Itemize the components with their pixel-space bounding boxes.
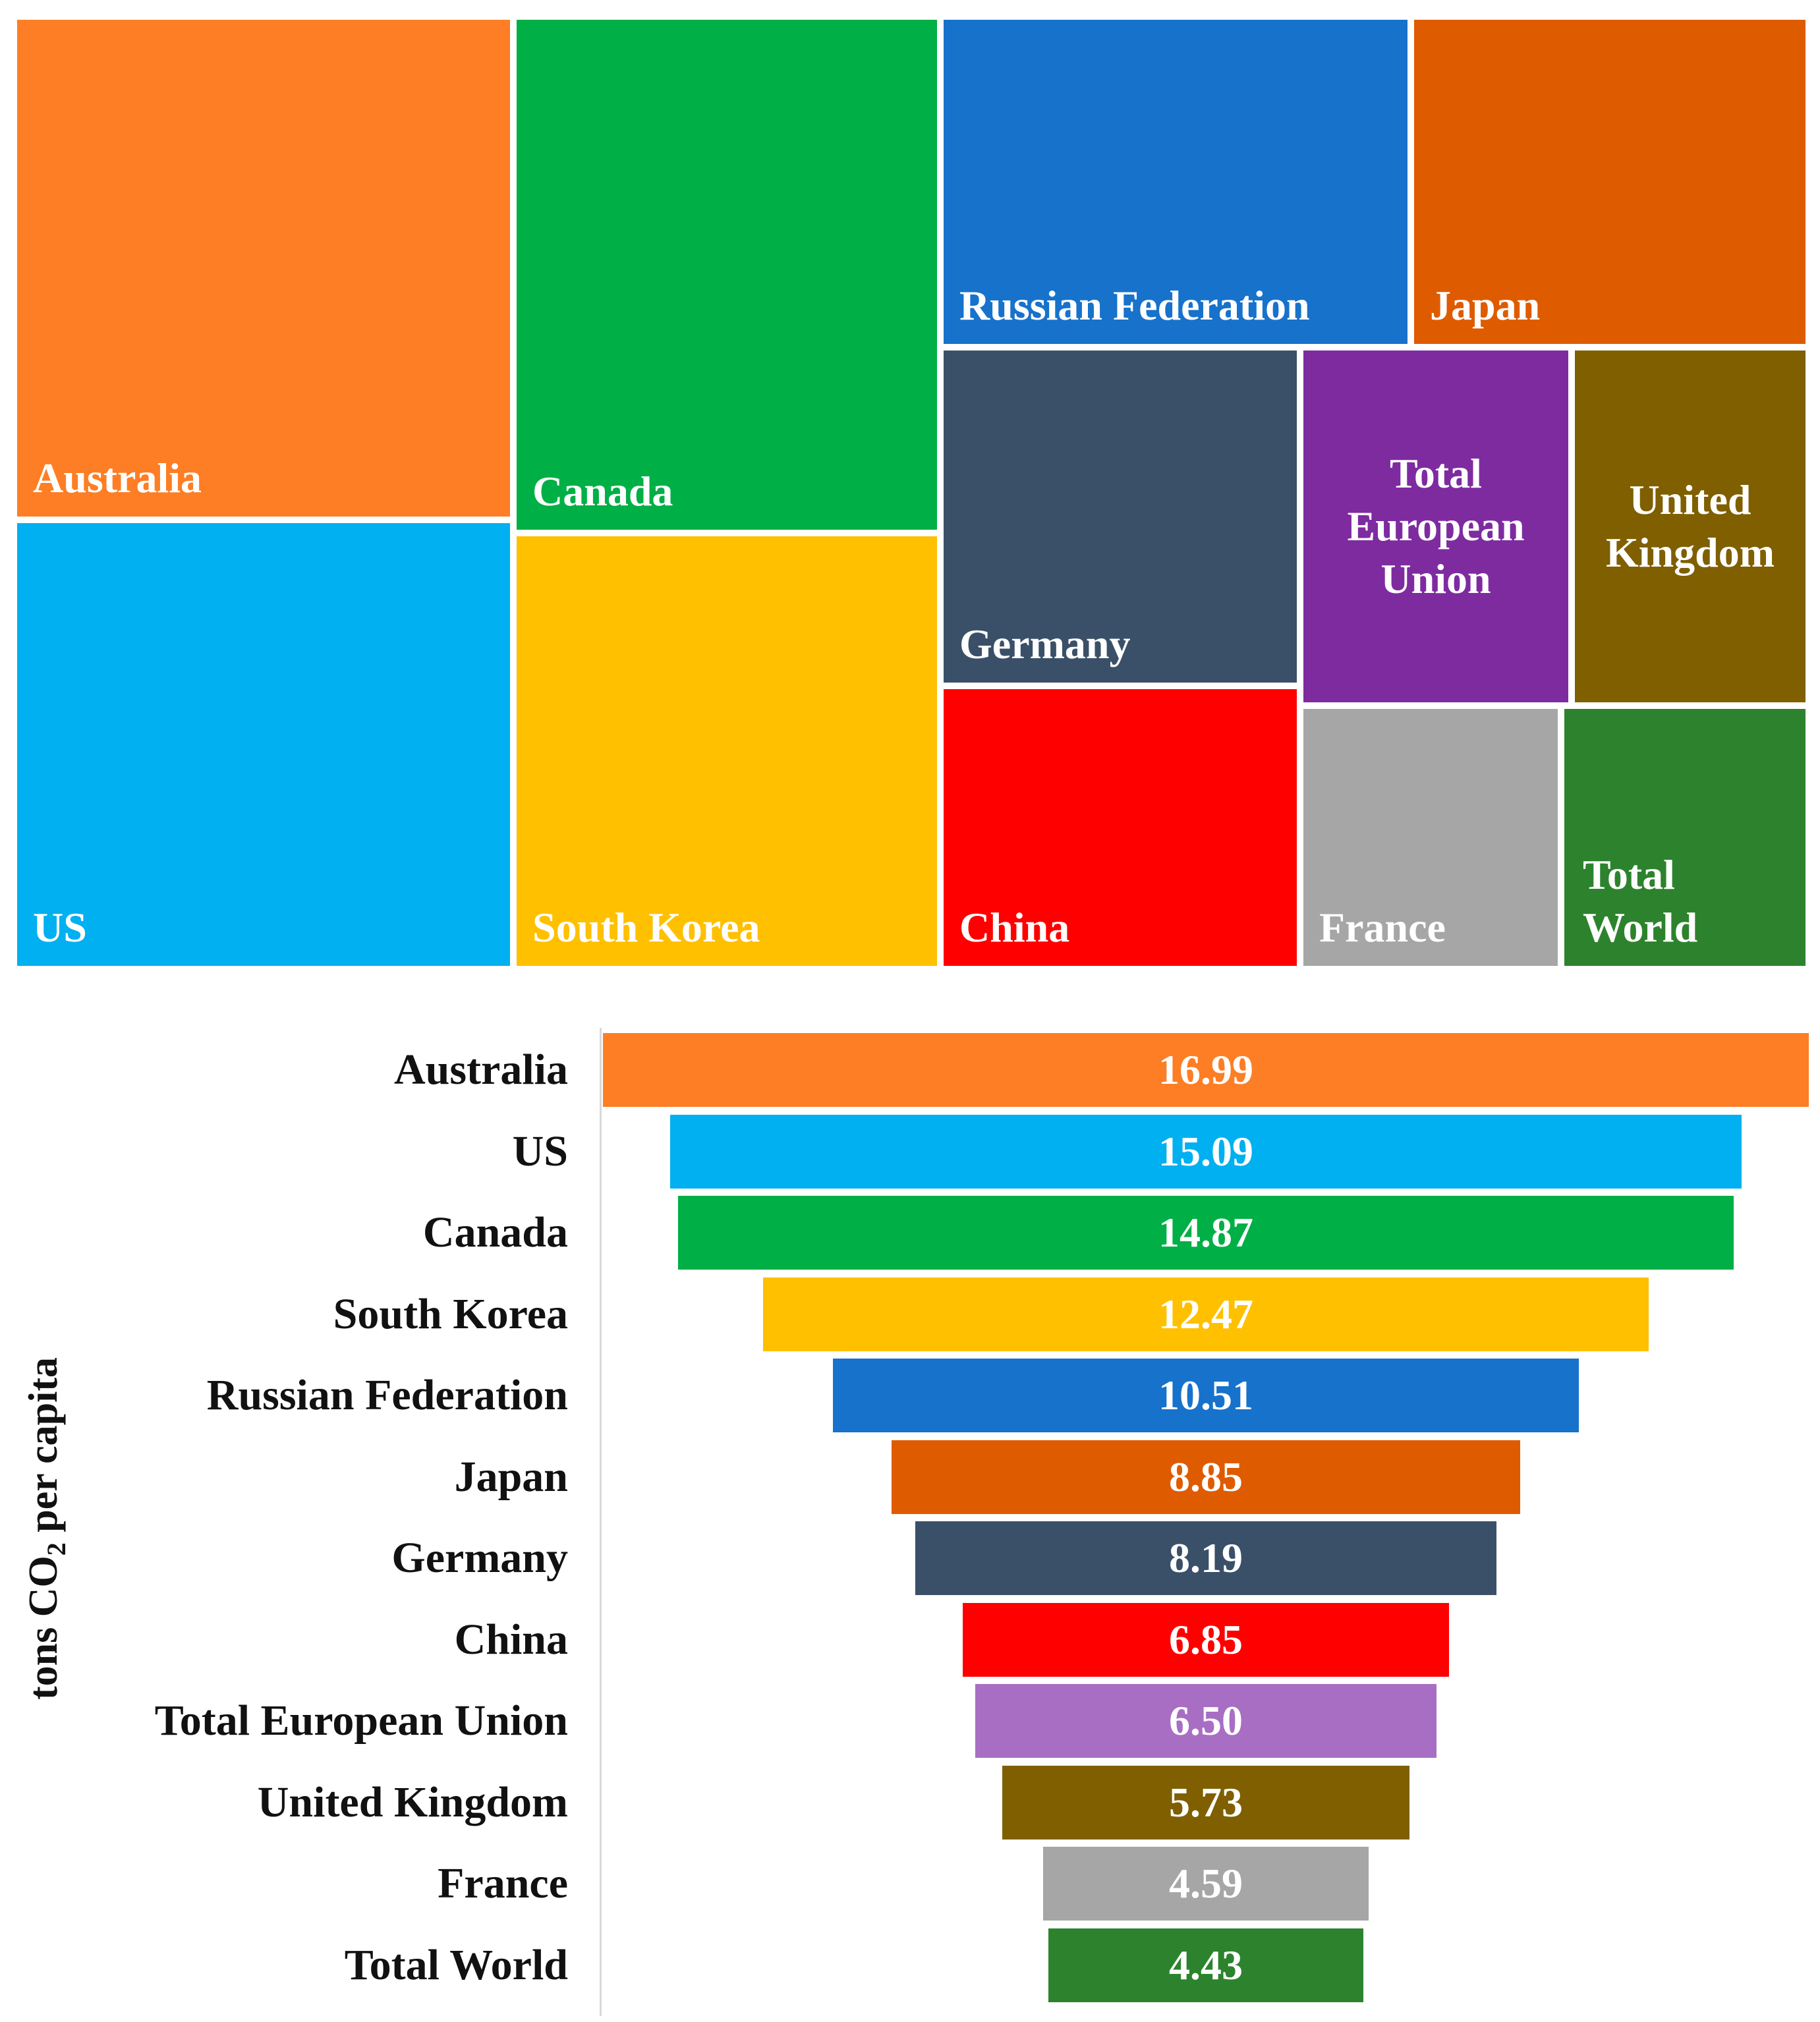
bar-value-label: 8.19 <box>1168 1534 1243 1581</box>
y-axis-label-main: tons CO <box>20 1556 66 1700</box>
treemap-tile-label: Total European Union <box>1347 450 1525 602</box>
category-label-germany: Germany <box>391 1534 568 1582</box>
category-label-total-european-union: Total European Union <box>154 1697 568 1745</box>
funnel-bar-chart: tons CO2 per capita 16.99 Australia 15.09 U… <box>0 1015 1820 2022</box>
bar-china: 6.85 <box>963 1602 1449 1677</box>
bar-value-label: 4.59 <box>1168 1860 1243 1907</box>
y-axis-label-subscript: 2 <box>42 1542 72 1556</box>
treemap-chart: Australia US Canada South Korea Russian Fede… <box>0 0 1820 975</box>
treemap-tile-australia: Australia <box>17 20 510 517</box>
category-label-russian-federation: Russian Federation <box>206 1371 568 1419</box>
bar-us: 15.09 <box>670 1114 1742 1189</box>
bar-value-label: 16.99 <box>1158 1046 1253 1093</box>
bar-value-label: 4.43 <box>1168 1941 1243 1988</box>
treemap-tile-france: France <box>1303 709 1558 966</box>
treemap-tile-label: Japan <box>1430 282 1541 329</box>
bar-canada: 14.87 <box>678 1196 1734 1270</box>
treemap-tile-label: Total World <box>1583 851 1698 951</box>
treemap-tile-label: United Kingdom <box>1605 476 1775 576</box>
treemap-tile-canada: Canada <box>517 20 937 530</box>
treemap-tile-label: Russian Federation <box>959 282 1310 329</box>
treemap-tile-label: France <box>1319 904 1446 951</box>
bar-total-world: 4.43 <box>1048 1928 1363 2002</box>
treemap-tile-label: South Korea <box>532 904 760 951</box>
category-label-south-korea: South Korea <box>333 1289 568 1338</box>
bar-japan: 8.85 <box>892 1440 1520 1514</box>
treemap-tile-label: Canada <box>532 468 673 515</box>
bar-value-label: 6.85 <box>1168 1615 1243 1663</box>
bar-south-korea: 12.47 <box>763 1277 1649 1351</box>
bar-value-label: 8.85 <box>1168 1453 1243 1500</box>
treemap-tile-label: Germany <box>959 621 1131 667</box>
category-label-australia: Australia <box>394 1046 568 1094</box>
category-label-united-kingdom: United Kingdom <box>257 1778 568 1826</box>
treemap-tile-united-kingdom: United Kingdom <box>1575 351 1806 702</box>
category-label-japan: Japan <box>454 1452 568 1501</box>
y-axis-label: tons CO2 per capita <box>20 1357 72 1700</box>
treemap-tile-china: China <box>944 689 1297 966</box>
treemap-tile-label: Australia <box>33 455 202 501</box>
bar-value-label: 14.87 <box>1158 1209 1253 1256</box>
treemap-tile-label: US <box>33 904 87 951</box>
bar-value-label: 5.73 <box>1168 1778 1243 1826</box>
treemap-tile-germany: Germany <box>944 351 1297 683</box>
y-axis-label-tail: per capita <box>20 1357 66 1543</box>
category-label-total-world: Total World <box>344 1940 568 1989</box>
treemap-tile-russian-federation: Russian Federation <box>944 20 1408 344</box>
bar-total-european-union: 6.50 <box>975 1684 1437 1758</box>
treemap-tile-us: US <box>17 523 510 966</box>
bar-russian-federation: 10.51 <box>832 1359 1579 1432</box>
treemap-tile-label: China <box>959 904 1070 951</box>
treemap-tile-total-european-union: Total European Union <box>1303 351 1568 702</box>
category-label-canada: Canada <box>422 1208 568 1256</box>
treemap-tile-total-world: Total World <box>1564 709 1806 966</box>
bar-australia: 16.99 <box>603 1033 1809 1107</box>
treemap-tile-japan: Japan <box>1414 20 1806 344</box>
bar-value-label: 12.47 <box>1158 1290 1253 1337</box>
bar-germany: 8.19 <box>915 1521 1497 1595</box>
treemap-tile-south-korea: South Korea <box>517 536 937 966</box>
bar-france: 4.59 <box>1042 1847 1369 1921</box>
category-label-china: China <box>454 1615 568 1664</box>
bar-value-label: 15.09 <box>1158 1127 1253 1175</box>
category-label-us: US <box>512 1127 568 1175</box>
bar-value-label: 10.51 <box>1158 1372 1253 1418</box>
category-label-france: France <box>438 1859 568 1907</box>
category-axis-line <box>600 1028 602 2016</box>
bar-value-label: 6.50 <box>1168 1697 1243 1744</box>
bar-united-kingdom: 5.73 <box>1002 1765 1409 1839</box>
